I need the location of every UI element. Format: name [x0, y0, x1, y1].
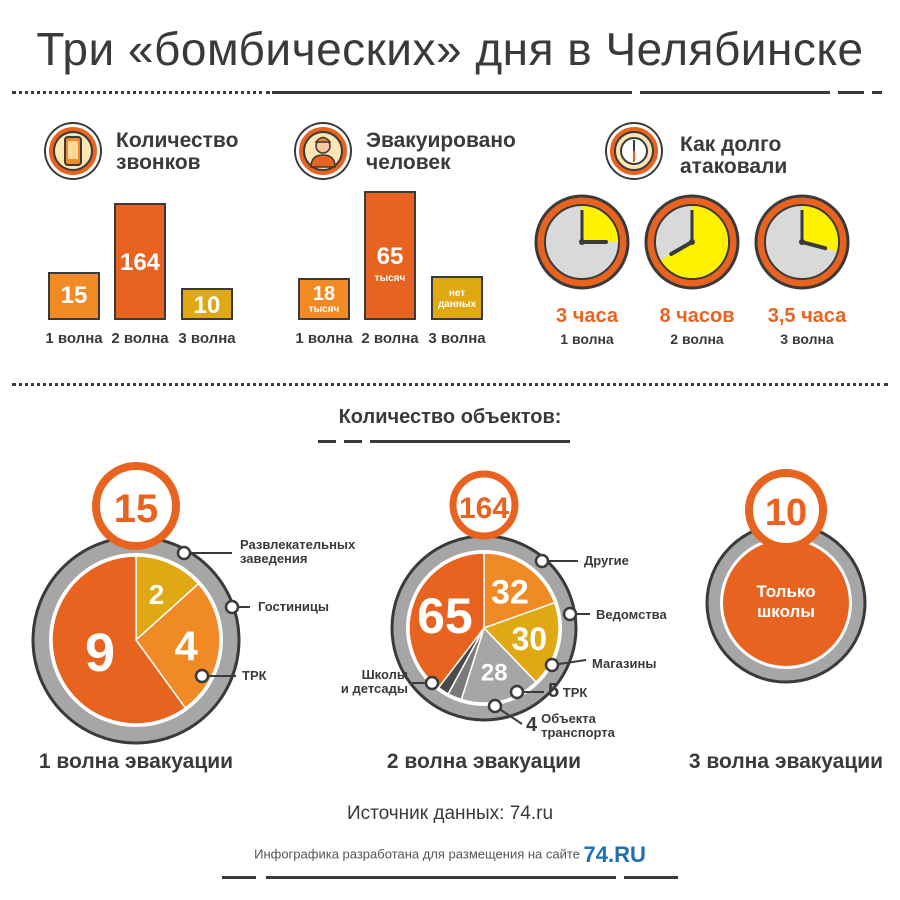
wave1-label: 1 волна эвакуации — [38, 750, 234, 773]
pie-value-label: 32 — [491, 573, 529, 611]
footer-line — [266, 876, 616, 879]
evacuated-wave-label: 3 волна — [428, 330, 486, 347]
calls-bar-2: 164 — [114, 203, 166, 320]
title-divider-line — [838, 91, 864, 94]
clock-wave-label: 3 волна — [780, 331, 834, 347]
section-divider — [12, 383, 888, 386]
wave3-center-line1: Только — [756, 582, 815, 601]
pie-slice — [460, 626, 538, 704]
clock-pin — [579, 239, 585, 245]
wave3-total: 10 — [765, 492, 807, 534]
annotation-malls: ТРК — [242, 668, 267, 683]
annotation-transport: 4 Объекта транспорта — [526, 711, 615, 740]
person-icon — [296, 124, 350, 178]
pie-slice — [483, 552, 556, 630]
evacuated-wave-label: 2 волна — [361, 330, 419, 347]
pie-slice — [135, 555, 200, 642]
clock-label: 3 часа — [556, 305, 618, 327]
pie-slice — [51, 555, 187, 725]
annotation-schools: Школы и детсады — [340, 667, 408, 696]
annotation-malls-2: 5 ТРК — [548, 680, 588, 702]
clock-elapsed-sector — [582, 206, 618, 242]
credit-line: Инфографика разработана для размещения н… — [254, 842, 646, 867]
evacuated-bar-3: нет данных — [431, 276, 483, 320]
annotation-agencies: Ведомства — [596, 607, 667, 622]
clock-wave-label: 1 волна — [560, 331, 614, 347]
title-divider-dots — [12, 91, 270, 94]
footer-line — [624, 876, 678, 879]
site-logo[interactable]: 74.RU — [583, 842, 646, 867]
annotation-entertainment: Развлекательных заведения — [240, 537, 356, 566]
pie-value-label: 30 — [511, 621, 547, 657]
clock-wave-label: 2 волна — [670, 331, 724, 347]
duration-heading: Как долго атаковали — [680, 133, 788, 178]
wave2-label: 2 волна эвакуации — [386, 750, 582, 773]
clock-label: 3,5 часа — [767, 305, 847, 327]
objects-title: Количество объектов: — [338, 406, 562, 428]
pie-value-label: 2 — [149, 579, 165, 610]
title-divider-line — [272, 91, 632, 94]
calls-wave-label: 1 волна — [45, 330, 103, 347]
evacuated-bar-2: 65 тысяч — [364, 191, 416, 320]
clocks-group — [534, 194, 850, 290]
evacuated-wave-label: 1 волна — [295, 330, 353, 347]
source-text: Источник данных: 74.ru — [346, 803, 554, 824]
clock-icon — [607, 124, 661, 178]
title-divider-line — [640, 91, 830, 94]
clock-hour-hand — [800, 240, 828, 251]
annotation-shops: Магазины — [592, 656, 657, 671]
title-divider-line — [872, 91, 882, 94]
page-title: Три «бомбических» дня в Челябинске — [36, 23, 864, 75]
annotation-hotels: Гостиницы — [258, 599, 330, 614]
wave1-total: 15 — [114, 487, 159, 531]
wave3-total-badge — [745, 469, 827, 551]
clock-pin — [799, 239, 805, 245]
footer-line — [222, 876, 256, 879]
wave2-total: 164 — [459, 492, 509, 525]
calls-wave-label: 2 волна — [111, 330, 169, 347]
objects-title-underline — [344, 440, 362, 443]
pie-value-label: 28 — [481, 659, 508, 686]
pie-value-label: 65 — [417, 588, 473, 644]
wave3-center-line2: школы — [757, 602, 815, 621]
pie-slice — [408, 552, 485, 689]
wave3-disc — [723, 540, 849, 666]
calls-bar-3: 10 — [181, 288, 233, 320]
calls-bar-1: 15 — [48, 272, 100, 320]
phone-icon — [46, 124, 100, 178]
annotation-other: Другие — [584, 553, 629, 568]
calls-wave-label: 3 волна — [178, 330, 236, 347]
wave2-total-badge — [449, 470, 519, 540]
evacuated-heading: Эвакуировано человек — [366, 129, 516, 174]
clock-elapsed-sector — [802, 206, 838, 252]
pie-value-label: 4 — [174, 622, 198, 669]
evacuated-bar-1: 18 тысяч — [298, 278, 350, 320]
wave3-label: 3 волна эвакуации — [688, 750, 884, 773]
clock-label: 8 часов — [659, 305, 735, 327]
objects-title-underline — [370, 440, 570, 443]
objects-title-underline — [318, 440, 336, 443]
pie-value-label: 9 — [85, 623, 115, 683]
wave1-total-badge — [92, 462, 180, 550]
clock-pin — [689, 239, 695, 245]
pie-slice — [482, 601, 560, 684]
calls-heading: Количество звонков — [116, 129, 239, 174]
clock-hour-hand — [669, 240, 694, 256]
leader-markers — [176, 545, 578, 714]
